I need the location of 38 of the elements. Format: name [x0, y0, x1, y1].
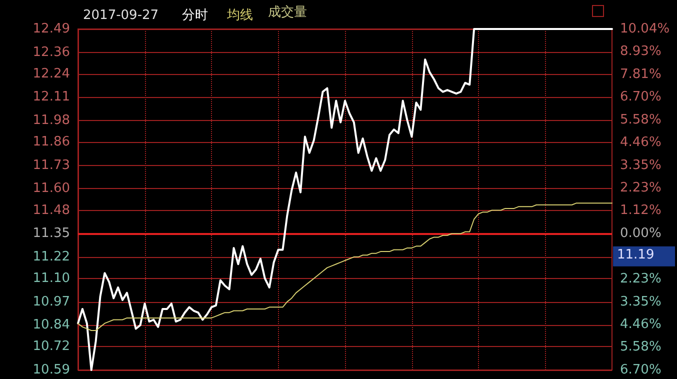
y2-tick-label: 4.46% [620, 135, 662, 150]
line-series [78, 202, 612, 332]
text: 均线 [226, 8, 253, 23]
y-tick-label: 11.60 [32, 181, 70, 196]
y2-tick-label: 6.70% [620, 362, 662, 378]
y-tick-label: 10.59 [32, 362, 70, 378]
y-tick-label: 10.97 [32, 294, 70, 310]
y-tick-label: 11.22 [32, 249, 70, 264]
y2-tick-label: 1.12% [620, 203, 662, 218]
y-tick-label: 11.10 [32, 270, 70, 286]
y-tick-label: 11.35 [32, 226, 70, 242]
y2-tick-label: 3.35% [620, 294, 662, 310]
y2-tick-label: 10.04% [620, 22, 670, 36]
chart-title: 2017-09-27 [83, 8, 159, 23]
y2-tick-label: 4.46% [620, 316, 662, 332]
line-series [77, 28, 613, 371]
y-tick-label: 12.36 [32, 44, 70, 60]
y-tick-label: 12.11 [32, 90, 70, 105]
y-tick-label: 12.49 [32, 22, 70, 36]
y2-tick-label: 6.70% [620, 90, 662, 105]
y-tick-label: 10.84 [32, 318, 70, 333]
y2-tick-label: 5.58% [620, 340, 662, 355]
y-tick-label: 11.48 [32, 202, 70, 218]
y2-tick-label: 2.23% [620, 180, 662, 196]
y-tick-label: 11.86 [32, 134, 70, 150]
y2-tick-label: 8.93% [620, 44, 662, 60]
y2-tick-label: 0.00% [620, 226, 662, 242]
text: 分时 [182, 8, 208, 23]
y-tick-label: 10.72 [32, 339, 70, 354]
y2-tick-label: 3.35% [620, 158, 662, 173]
y-tick-label: 12.24 [32, 66, 70, 82]
text: 成交量 [268, 4, 307, 20]
y2-tick-label: 5.58% [620, 112, 662, 128]
y-tick-label: 11.98 [32, 113, 70, 128]
y-tick-label: 11.73 [32, 158, 70, 173]
y2-tick-label: 7.81% [620, 66, 662, 82]
y2-tick-label: 2.23% [620, 271, 662, 286]
text: 11.19 [617, 247, 654, 262]
